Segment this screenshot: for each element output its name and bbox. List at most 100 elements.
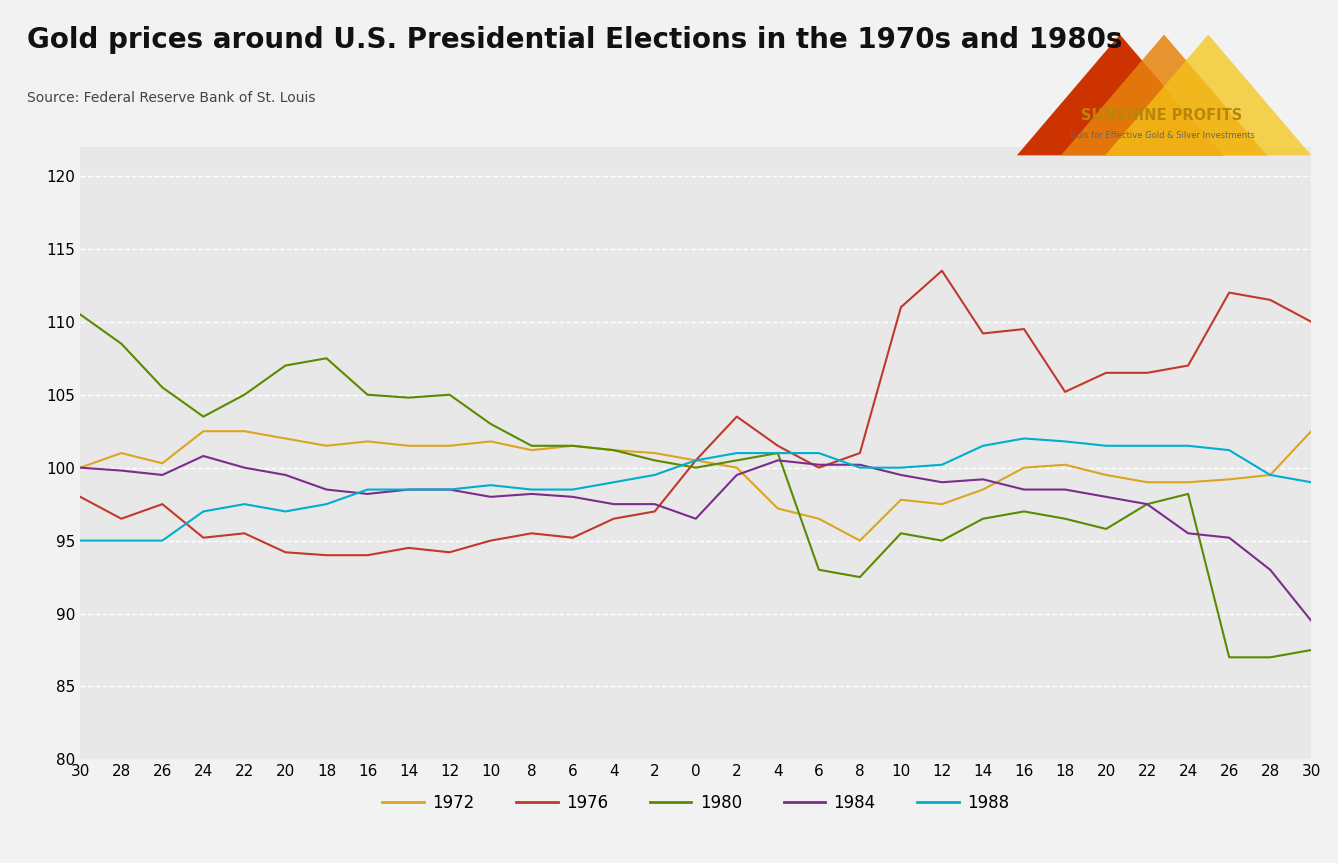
Line: 1976: 1976 xyxy=(80,271,1311,555)
1984 xyxy=(483,492,499,502)
1972 xyxy=(195,426,211,437)
1980 xyxy=(811,564,827,575)
1984 xyxy=(1016,484,1032,494)
1976 xyxy=(277,547,293,557)
1984 xyxy=(852,460,868,470)
1984 xyxy=(195,450,211,461)
1980 xyxy=(523,441,539,451)
1984 xyxy=(606,499,622,509)
1980 xyxy=(114,338,130,349)
1976 xyxy=(646,507,662,517)
Text: Gold prices around U.S. Presidential Elections in the 1970s and 1980s: Gold prices around U.S. Presidential Ele… xyxy=(27,26,1123,54)
1988 xyxy=(769,448,785,458)
1984 xyxy=(892,469,909,480)
1988 xyxy=(360,484,376,494)
1988 xyxy=(811,448,827,458)
1988 xyxy=(237,499,253,509)
1988 xyxy=(154,535,170,545)
1972 xyxy=(277,433,293,444)
1976 xyxy=(1016,324,1032,334)
1980 xyxy=(483,419,499,429)
1980 xyxy=(72,309,88,319)
1980 xyxy=(892,528,909,539)
1976 xyxy=(442,547,458,557)
1988 xyxy=(1139,441,1155,451)
1988 xyxy=(688,455,704,465)
1980 xyxy=(237,389,253,400)
1976 xyxy=(1057,387,1073,397)
1984 xyxy=(318,484,334,494)
1984 xyxy=(1057,484,1073,494)
1984 xyxy=(154,469,170,480)
1984 xyxy=(975,474,991,484)
1984 xyxy=(688,513,704,524)
1980 xyxy=(1016,507,1032,517)
Polygon shape xyxy=(1061,35,1267,155)
Text: Tools for Effective Gold & Silver Investments: Tools for Effective Gold & Silver Invest… xyxy=(1068,131,1255,140)
1984 xyxy=(72,463,88,473)
1980 xyxy=(1262,652,1278,663)
Polygon shape xyxy=(1105,35,1311,155)
Legend: 1972, 1976, 1980, 1984, 1988: 1972, 1976, 1980, 1984, 1988 xyxy=(376,787,1016,818)
1980 xyxy=(688,463,704,473)
1976 xyxy=(934,266,950,276)
1980 xyxy=(606,445,622,456)
1972 xyxy=(975,484,991,494)
1984 xyxy=(523,488,539,499)
1976 xyxy=(483,535,499,545)
1988 xyxy=(852,463,868,473)
1980 xyxy=(729,455,745,465)
1976 xyxy=(1139,368,1155,378)
1988 xyxy=(318,499,334,509)
1972 xyxy=(646,448,662,458)
1988 xyxy=(565,484,581,494)
1984 xyxy=(1303,615,1319,626)
1976 xyxy=(852,448,868,458)
1972 xyxy=(483,436,499,446)
1988 xyxy=(1262,469,1278,480)
1980 xyxy=(1098,524,1115,534)
Line: 1984: 1984 xyxy=(80,456,1311,620)
1972 xyxy=(892,494,909,505)
1988 xyxy=(1303,477,1319,488)
1988 xyxy=(400,484,416,494)
1984 xyxy=(769,455,785,465)
1972 xyxy=(606,445,622,456)
Line: 1980: 1980 xyxy=(80,314,1311,658)
1980 xyxy=(1139,499,1155,509)
1984 xyxy=(400,484,416,494)
1976 xyxy=(565,532,581,543)
1976 xyxy=(72,492,88,502)
1976 xyxy=(114,513,130,524)
1988 xyxy=(606,477,622,488)
1972 xyxy=(400,441,416,451)
1972 xyxy=(72,463,88,473)
1988 xyxy=(729,448,745,458)
1984 xyxy=(646,499,662,509)
1980 xyxy=(1057,513,1073,524)
1976 xyxy=(975,328,991,338)
1980 xyxy=(1180,488,1196,499)
1972 xyxy=(1057,460,1073,470)
1980 xyxy=(360,389,376,400)
1980 xyxy=(442,389,458,400)
1988 xyxy=(523,484,539,494)
1980 xyxy=(154,382,170,393)
1976 xyxy=(769,441,785,451)
1984 xyxy=(360,488,376,499)
1976 xyxy=(360,550,376,560)
1984 xyxy=(1139,499,1155,509)
1976 xyxy=(1222,287,1238,298)
1976 xyxy=(688,455,704,465)
1972 xyxy=(729,463,745,473)
1976 xyxy=(523,528,539,539)
1980 xyxy=(852,572,868,583)
1980 xyxy=(1222,652,1238,663)
1972 xyxy=(237,426,253,437)
1984 xyxy=(811,460,827,470)
1988 xyxy=(892,463,909,473)
1972 xyxy=(1222,474,1238,484)
1984 xyxy=(1222,532,1238,543)
Line: 1988: 1988 xyxy=(80,438,1311,540)
1980 xyxy=(318,353,334,363)
